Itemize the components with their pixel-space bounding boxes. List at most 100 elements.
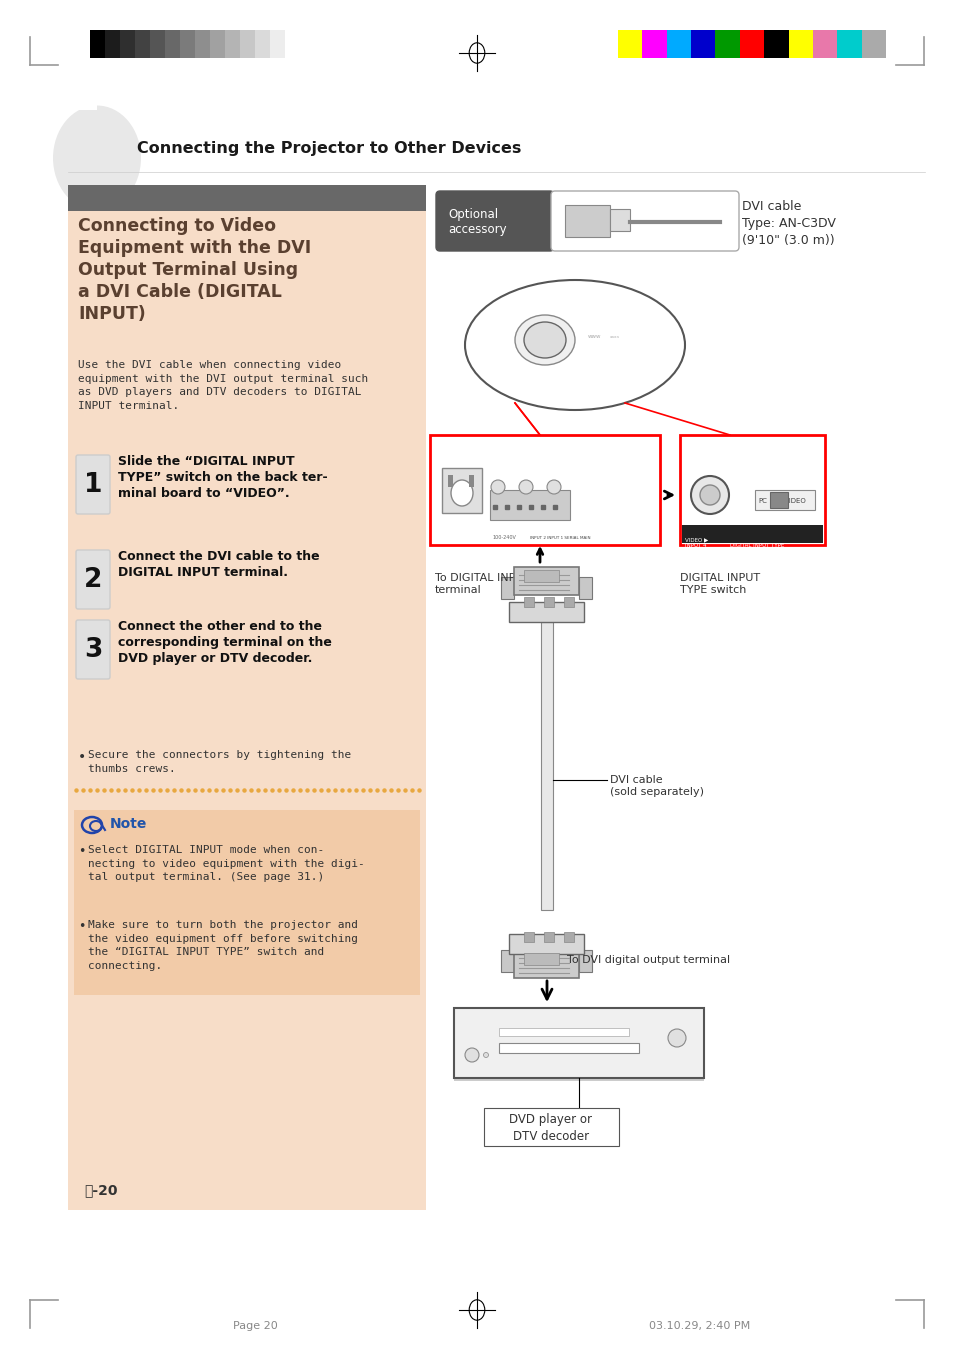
Text: •: • (78, 920, 85, 934)
Ellipse shape (515, 315, 575, 365)
Bar (690, 30, 715, 58)
Text: DVD player or
DTV decoder: DVD player or DTV decoder (509, 1113, 592, 1143)
Bar (105, 30, 120, 58)
Bar (454, 1078, 703, 1081)
Ellipse shape (482, 343, 667, 367)
Bar (285, 30, 299, 58)
Text: Use the DVI cable when connecting video
equipment with the DVI output terminal s: Use the DVI cable when connecting video … (78, 359, 368, 411)
Bar (509, 603, 583, 621)
FancyBboxPatch shape (76, 620, 110, 680)
Bar (435, 440, 655, 540)
Bar (469, 476, 474, 486)
Bar (563, 597, 574, 607)
Bar (500, 577, 514, 598)
Text: DIGITAL INPUT
TYPE switch: DIGITAL INPUT TYPE switch (679, 573, 760, 596)
Text: Make sure to turn both the projector and
the video equipment off before switchin: Make sure to turn both the projector and… (88, 920, 357, 971)
Text: DVI cable
Type: AN-C3DV
(9'10" (3.0 m)): DVI cable Type: AN-C3DV (9'10" (3.0 m)) (741, 200, 835, 247)
Ellipse shape (451, 480, 473, 507)
Bar (430, 435, 659, 544)
Text: To DVI digital output terminal: To DVI digital output terminal (566, 955, 729, 965)
Text: 3: 3 (84, 638, 102, 663)
Text: DVI cable
(sold separately): DVI cable (sold separately) (609, 775, 703, 797)
Bar (500, 950, 514, 971)
Ellipse shape (483, 1052, 488, 1058)
Bar (150, 30, 165, 58)
FancyBboxPatch shape (76, 550, 110, 609)
Bar (812, 30, 837, 58)
Bar (490, 490, 569, 520)
Ellipse shape (491, 480, 504, 494)
Text: •: • (78, 844, 85, 858)
Bar (194, 30, 210, 58)
Ellipse shape (518, 480, 533, 494)
Ellipse shape (464, 1048, 478, 1062)
Text: Connecting to Video
Equipment with the DVI
Output Terminal Using
a DVI Cable (DI: Connecting to Video Equipment with the D… (78, 218, 311, 323)
Bar (514, 567, 578, 594)
Text: Select DIGITAL INPUT mode when con-
necting to video equipment with the digi-
ta: Select DIGITAL INPUT mode when con- nect… (88, 844, 364, 882)
Text: Secure the connectors by tightening the
thumbs crews.: Secure the connectors by tightening the … (88, 750, 351, 774)
FancyBboxPatch shape (76, 455, 110, 513)
Text: VIDEO ▶: VIDEO ▶ (684, 536, 707, 542)
Bar (523, 597, 534, 607)
Bar (543, 932, 554, 942)
Text: Ⓔ-20: Ⓔ-20 (84, 1183, 117, 1197)
Bar (135, 30, 150, 58)
Bar (180, 30, 194, 58)
Bar (578, 577, 592, 598)
Text: DIGITAL INPUT TYPE: DIGITAL INPUT TYPE (729, 543, 783, 549)
Bar (641, 30, 666, 58)
Bar (68, 185, 426, 211)
Bar (679, 435, 824, 544)
Text: •: • (78, 750, 86, 765)
Text: Page 20: Page 20 (233, 1321, 277, 1331)
Bar (523, 570, 558, 582)
Ellipse shape (53, 105, 141, 211)
Bar (0, 9, 97, 109)
Bar (563, 932, 574, 942)
Text: www: www (588, 335, 601, 339)
Bar (564, 205, 609, 236)
Text: Connect the other end to the
corresponding terminal on the
DVD player or DTV dec: Connect the other end to the correspondi… (118, 620, 332, 665)
FancyBboxPatch shape (551, 190, 739, 251)
Bar (448, 476, 453, 486)
Text: aaaa: aaaa (609, 335, 619, 339)
Bar (454, 1008, 703, 1078)
FancyBboxPatch shape (436, 190, 554, 251)
Bar (715, 30, 739, 58)
Text: 03.10.29, 2:40 PM: 03.10.29, 2:40 PM (649, 1321, 750, 1331)
Ellipse shape (700, 485, 720, 505)
Bar (618, 30, 641, 58)
Bar (483, 1108, 618, 1146)
Text: Slide the “DIGITAL INPUT
TYPE” switch on the back ter-
minal board to “VIDEO”.: Slide the “DIGITAL INPUT TYPE” switch on… (118, 455, 327, 500)
Text: 2: 2 (84, 567, 102, 593)
Bar (609, 209, 629, 231)
Bar (74, 811, 419, 994)
Text: To DIGITAL INPUT
terminal: To DIGITAL INPUT terminal (435, 573, 530, 596)
Bar (441, 467, 481, 513)
Bar (543, 597, 554, 607)
Bar (788, 30, 812, 58)
Bar (68, 185, 426, 1210)
Bar (225, 30, 240, 58)
Text: Optional
accessory: Optional accessory (448, 208, 506, 236)
Ellipse shape (546, 480, 560, 494)
Bar (254, 30, 270, 58)
Bar (498, 1028, 628, 1036)
Bar (739, 30, 763, 58)
Ellipse shape (667, 1029, 685, 1047)
Text: PC: PC (758, 499, 766, 504)
Bar (681, 526, 822, 543)
Bar (165, 30, 180, 58)
Text: INPUT 2 INPUT 1 SERIAL MAIN: INPUT 2 INPUT 1 SERIAL MAIN (530, 536, 590, 540)
Bar (523, 952, 558, 965)
Bar (754, 490, 814, 509)
Bar (514, 948, 578, 978)
Bar (240, 30, 254, 58)
Bar (578, 950, 592, 971)
Bar (540, 621, 553, 911)
Text: VIDEO: VIDEO (784, 499, 806, 504)
Bar (763, 30, 788, 58)
Text: Note: Note (110, 817, 147, 831)
Text: INPUT 4: INPUT 4 (684, 543, 706, 549)
Bar (523, 932, 534, 942)
